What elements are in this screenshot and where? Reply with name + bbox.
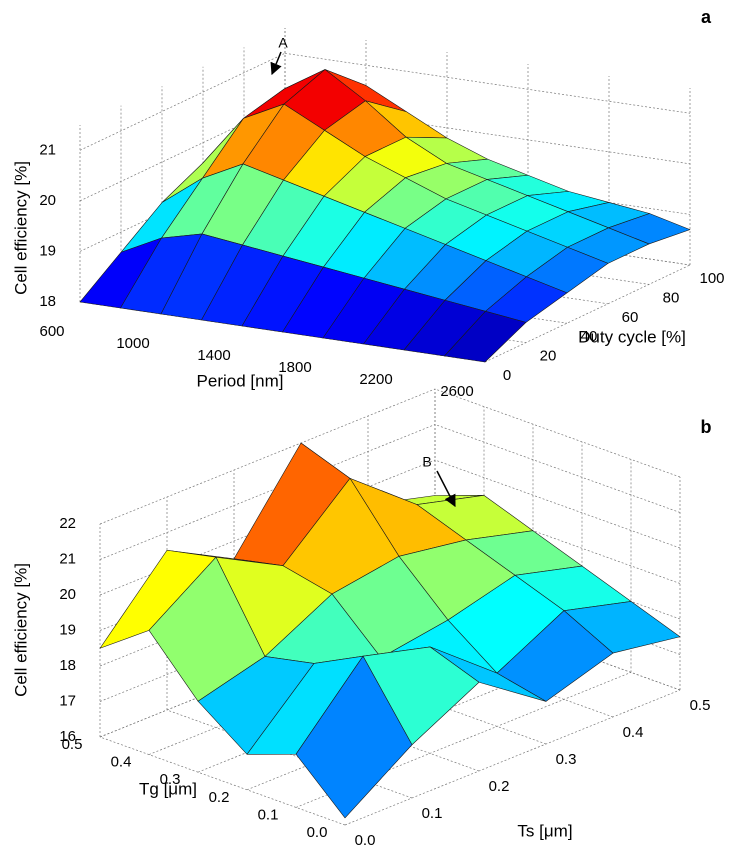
x-tick-label: 2600 <box>440 383 473 400</box>
x-tick-label: 0.4 <box>623 724 644 741</box>
annotation: A <box>278 35 288 51</box>
y-tick-label: 0.4 <box>111 754 132 771</box>
x-tick-label: 0.1 <box>422 805 443 822</box>
grid-line <box>484 264 691 363</box>
x-tick-label: 0.5 <box>690 697 711 714</box>
surface-chart: 0.00.10.20.30.40.50.00.10.20.30.40.51617… <box>11 388 712 849</box>
y-tick-label: 0.2 <box>209 789 230 806</box>
annotation: B <box>422 454 431 470</box>
y-tick-label: 40 <box>581 328 598 345</box>
x-axis-label: Period [nm] <box>197 371 284 390</box>
z-tick-label: 19 <box>59 621 76 638</box>
annotation-arrow <box>436 470 456 508</box>
annotation-arrow <box>270 51 282 76</box>
z-tick-label: 18 <box>59 657 76 674</box>
grid-line <box>434 424 681 513</box>
z-tick-label: 22 <box>59 515 76 532</box>
z-tick-label: 19 <box>39 242 56 259</box>
x-tick-label: 1800 <box>278 359 311 376</box>
panel-label: b <box>701 417 712 437</box>
grid-line <box>434 459 681 549</box>
y-tick-label: 0.5 <box>62 736 83 753</box>
z-tick-label: 17 <box>59 692 76 709</box>
y-axis-label: Tg [μm] <box>139 779 197 798</box>
y-axis-label: Duty cycle [%] <box>578 327 686 346</box>
y-tick-label: 100 <box>699 270 724 287</box>
x-tick-label: 600 <box>39 323 64 340</box>
z-tick-label: 20 <box>59 586 76 603</box>
z-tick-label: 18 <box>39 293 56 310</box>
grid-line <box>99 736 346 826</box>
grid-line <box>284 52 691 114</box>
x-tick-label: 0.2 <box>489 778 510 795</box>
x-tick-label: 0.3 <box>556 751 577 768</box>
z-axis-label: Cell efficiency [%] <box>11 563 30 697</box>
z-tick-label: 16 <box>59 728 76 745</box>
x-tick-label: 1400 <box>197 347 230 364</box>
surface-chart: 600 1000 1400 1800 2200 2600 0 20 40 60 80 100 18 19 2… <box>11 7 724 400</box>
y-tick-label: 0.3 <box>160 771 181 788</box>
grid-line <box>79 52 286 151</box>
surface-patch <box>295 655 413 819</box>
x-tick-label: 2200 <box>359 371 392 388</box>
y-tick-label: 80 <box>663 289 680 306</box>
y-tick-label: 20 <box>540 348 557 365</box>
y-tick-label: 0 <box>503 367 511 384</box>
grid-line <box>344 689 681 826</box>
z-tick-label: 20 <box>39 192 56 209</box>
grid-line <box>99 388 436 525</box>
x-axis-label: Ts [μm] <box>517 821 572 840</box>
z-tick-label: 21 <box>59 550 76 567</box>
x-tick-label: 0.0 <box>355 832 376 849</box>
y-tick-label: 0.0 <box>307 824 328 841</box>
y-tick-label: 0.1 <box>258 806 279 823</box>
grid-line <box>166 709 413 799</box>
grid-line <box>99 424 436 560</box>
z-tick-label: 21 <box>39 141 56 158</box>
y-tick-label: 60 <box>622 309 639 326</box>
surface-patch <box>444 311 527 363</box>
panel-label: a <box>701 7 712 27</box>
z-axis-label: Cell efficiency [%] <box>11 161 30 295</box>
grid-line <box>434 388 681 478</box>
x-tick-label: 1000 <box>116 335 149 352</box>
